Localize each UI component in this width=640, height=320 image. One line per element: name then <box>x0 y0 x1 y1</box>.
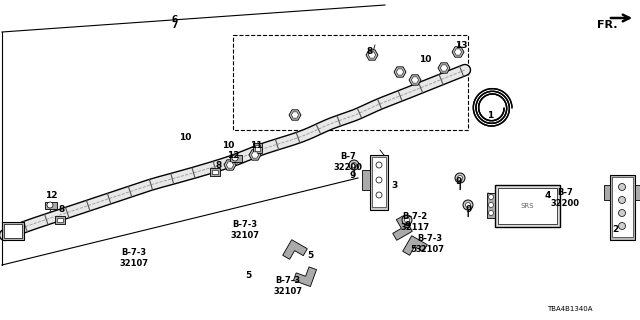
Text: 9: 9 <box>350 171 356 180</box>
Bar <box>498 188 557 224</box>
Text: B-7-3
32107: B-7-3 32107 <box>120 248 148 268</box>
Polygon shape <box>393 216 412 240</box>
Text: 10: 10 <box>419 55 431 65</box>
Bar <box>370 155 388 210</box>
Polygon shape <box>227 162 234 168</box>
Circle shape <box>618 183 625 190</box>
Polygon shape <box>224 160 236 170</box>
Bar <box>255 145 260 151</box>
Circle shape <box>455 173 465 183</box>
Circle shape <box>351 163 356 167</box>
Bar <box>4 224 22 238</box>
Polygon shape <box>412 77 419 83</box>
Bar <box>212 170 218 174</box>
Text: 8: 8 <box>367 46 373 55</box>
Bar <box>372 157 386 207</box>
Circle shape <box>488 203 493 207</box>
Text: 6: 6 <box>172 14 178 23</box>
Text: 5: 5 <box>307 251 313 260</box>
Text: 9: 9 <box>466 205 472 214</box>
Text: 8: 8 <box>59 205 65 214</box>
Circle shape <box>232 155 238 161</box>
Polygon shape <box>294 267 317 286</box>
Bar <box>495 185 560 227</box>
Bar <box>253 143 262 153</box>
Text: B-7
32200: B-7 32200 <box>550 188 579 208</box>
Bar <box>57 218 63 222</box>
Polygon shape <box>396 69 404 75</box>
Circle shape <box>376 162 382 168</box>
Polygon shape <box>394 67 406 77</box>
Polygon shape <box>440 65 447 71</box>
Polygon shape <box>289 110 301 120</box>
Circle shape <box>404 218 410 222</box>
Polygon shape <box>283 240 307 259</box>
Circle shape <box>618 210 625 217</box>
Polygon shape <box>403 236 428 255</box>
Polygon shape <box>452 47 464 57</box>
Circle shape <box>465 203 470 207</box>
Text: 4: 4 <box>545 190 551 199</box>
Text: 9: 9 <box>405 220 411 229</box>
Text: B-7-3
32107: B-7-3 32107 <box>273 276 303 296</box>
Text: 3: 3 <box>392 180 398 189</box>
Polygon shape <box>438 63 450 73</box>
Text: TBA4B1340A: TBA4B1340A <box>547 306 593 312</box>
Bar <box>230 155 242 162</box>
Polygon shape <box>409 75 421 85</box>
Circle shape <box>376 177 382 183</box>
Text: 1: 1 <box>487 110 493 119</box>
Text: 10: 10 <box>222 140 234 149</box>
Circle shape <box>349 160 359 170</box>
Bar <box>487 193 495 218</box>
Circle shape <box>618 222 625 229</box>
Circle shape <box>376 192 382 198</box>
Text: 12: 12 <box>227 150 239 159</box>
Bar <box>610 175 635 240</box>
Text: 12: 12 <box>45 190 57 199</box>
Text: 5: 5 <box>245 270 251 279</box>
Text: B-7-2
32117: B-7-2 32117 <box>401 212 429 232</box>
Text: 10: 10 <box>179 132 191 141</box>
Text: B-7-3
32107: B-7-3 32107 <box>415 234 445 254</box>
Circle shape <box>488 195 493 199</box>
Text: 7: 7 <box>172 21 178 30</box>
Bar <box>635 185 640 200</box>
Text: 2: 2 <box>612 226 618 235</box>
Bar <box>233 35 468 130</box>
Polygon shape <box>291 112 299 118</box>
Bar <box>45 202 57 209</box>
Circle shape <box>463 200 473 210</box>
Bar <box>55 216 65 224</box>
Text: 11: 11 <box>250 140 262 149</box>
Circle shape <box>47 202 53 208</box>
Polygon shape <box>249 150 261 160</box>
Polygon shape <box>454 49 461 55</box>
Text: 9: 9 <box>456 178 462 187</box>
Circle shape <box>402 215 412 225</box>
Text: B-7-3
32107: B-7-3 32107 <box>230 220 259 240</box>
Polygon shape <box>369 52 376 58</box>
Bar <box>210 168 220 176</box>
Bar <box>604 185 610 200</box>
Circle shape <box>618 196 625 204</box>
Polygon shape <box>366 50 378 60</box>
Bar <box>362 170 370 190</box>
Text: B-7
32200: B-7 32200 <box>333 152 362 172</box>
Text: SRS: SRS <box>520 203 534 209</box>
Polygon shape <box>252 152 259 158</box>
Bar <box>612 177 633 237</box>
Text: FR.: FR. <box>597 20 618 30</box>
Circle shape <box>458 175 463 180</box>
Text: 8: 8 <box>216 161 222 170</box>
Text: 5: 5 <box>410 245 416 254</box>
Bar <box>2 222 24 240</box>
Text: 13: 13 <box>455 41 467 50</box>
Circle shape <box>488 211 493 215</box>
